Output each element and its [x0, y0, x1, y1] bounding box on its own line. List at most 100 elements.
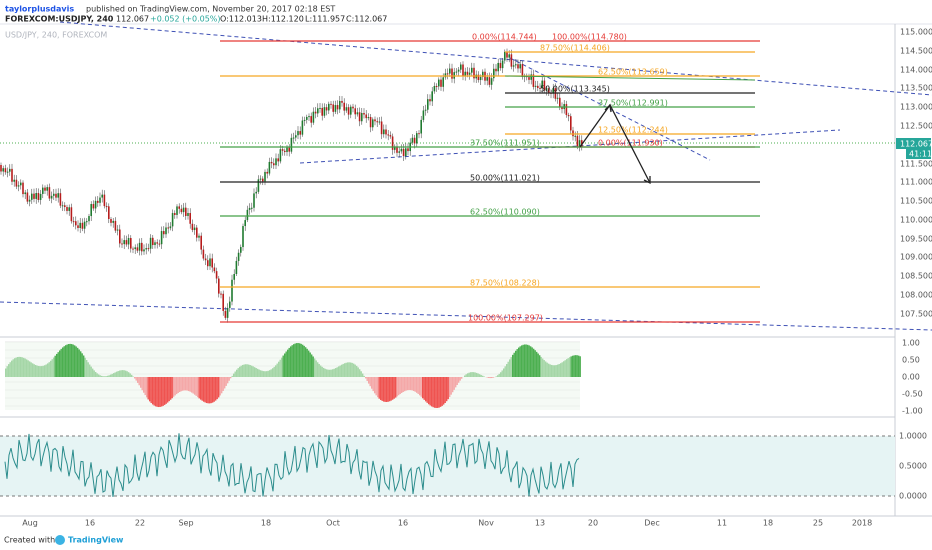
osc-bar: [207, 377, 209, 404]
osc-bar: [171, 377, 173, 399]
candle: [105, 206, 108, 208]
osc-bar: [284, 353, 286, 377]
candle: [182, 207, 185, 213]
candle: [418, 133, 420, 135]
candle: [17, 185, 20, 187]
osc-bar: [96, 373, 98, 377]
osc-bar: [447, 377, 449, 400]
osc-bar: [303, 345, 305, 377]
osc-bar: [348, 362, 350, 377]
candle: [515, 64, 517, 66]
osc-bar: [341, 364, 343, 377]
osc-bar: [290, 346, 292, 377]
osc-bar: [536, 351, 538, 377]
osc-bar: [329, 369, 331, 377]
osc-bar: [162, 377, 164, 406]
brand[interactable]: TradingView: [68, 536, 124, 545]
osc-bar: [414, 377, 416, 392]
candle: [521, 64, 524, 77]
osc-bar: [507, 361, 509, 377]
candle: [0, 165, 2, 172]
candle: [4, 168, 7, 173]
candle: [248, 207, 251, 210]
osc-bar: [239, 366, 241, 377]
osc-bar: [44, 365, 46, 377]
candle: [510, 54, 513, 67]
candle: [231, 279, 233, 302]
candle: [460, 64, 462, 70]
osc-bar: [291, 345, 293, 377]
candle: [110, 219, 112, 223]
candle: [64, 205, 66, 208]
osc-bar: [159, 377, 161, 407]
osc-bar: [296, 343, 298, 377]
osc-bar: [305, 347, 307, 377]
osc-bar: [36, 365, 38, 377]
osc-bar: [399, 377, 401, 395]
candle: [576, 135, 579, 147]
osc-bar: [395, 377, 397, 398]
osc-bar: [468, 372, 470, 377]
candle: [251, 207, 253, 209]
osc-bar: [6, 366, 8, 377]
low: L:111.957: [305, 15, 345, 24]
osc-bar: [548, 363, 550, 377]
osc-bar: [134, 377, 136, 379]
candle: [328, 103, 330, 111]
osc-bar: [180, 377, 182, 392]
price-axis-label: 108.000: [900, 291, 932, 300]
time-axis-label: Dec: [644, 519, 659, 528]
candle: [200, 235, 202, 250]
candle: [561, 106, 563, 110]
rsi-axis-label: 1.0000: [899, 432, 927, 441]
osc-bar: [63, 346, 65, 377]
candle: [75, 221, 77, 226]
osc-bar: [444, 377, 446, 404]
fib-label: 87.50%(108.228): [470, 279, 540, 288]
osc-bar: [50, 360, 52, 377]
candle: [435, 85, 438, 87]
osc-bar: [461, 377, 463, 379]
candle: [317, 108, 319, 114]
author[interactable]: taylorplusdavis: [5, 5, 74, 14]
osc-bar: [174, 377, 176, 396]
osc-bar: [212, 377, 214, 403]
candle: [341, 100, 343, 103]
osc-bar: [320, 365, 322, 377]
osc-bar: [126, 371, 128, 377]
osc-bar: [57, 352, 59, 377]
candle: [356, 112, 359, 115]
osc-bar: [113, 373, 115, 377]
osc-bar: [342, 363, 344, 377]
osc-bar: [131, 374, 133, 377]
fib-label: 62.50%(110.090): [470, 208, 540, 217]
osc-bar: [168, 377, 170, 402]
candle: [539, 87, 541, 89]
osc-bar: [428, 377, 430, 405]
osc-bar: [398, 377, 400, 396]
osc-bar: [99, 375, 101, 377]
osc-bar: [206, 377, 208, 404]
osc-bar: [417, 377, 419, 394]
osc-bar: [192, 377, 194, 394]
osc-bar: [12, 359, 14, 377]
candle: [94, 200, 97, 209]
candle: [37, 193, 40, 200]
osc-bar: [272, 368, 274, 377]
candle: [196, 227, 198, 238]
osc-bar: [335, 368, 337, 377]
candle: [442, 77, 444, 87]
osc-bar: [33, 364, 35, 377]
osc-bar: [237, 368, 239, 377]
candle: [299, 131, 301, 135]
osc-bar: [309, 352, 311, 377]
candle: [187, 213, 189, 216]
candle: [501, 60, 504, 69]
osc-bar: [524, 344, 526, 377]
osc-bar: [213, 377, 215, 402]
candle: [367, 116, 370, 119]
osc-bar: [500, 372, 502, 377]
candle: [334, 105, 337, 112]
fib-label: 0.00%(111.930): [598, 139, 663, 148]
candle: [361, 112, 363, 122]
